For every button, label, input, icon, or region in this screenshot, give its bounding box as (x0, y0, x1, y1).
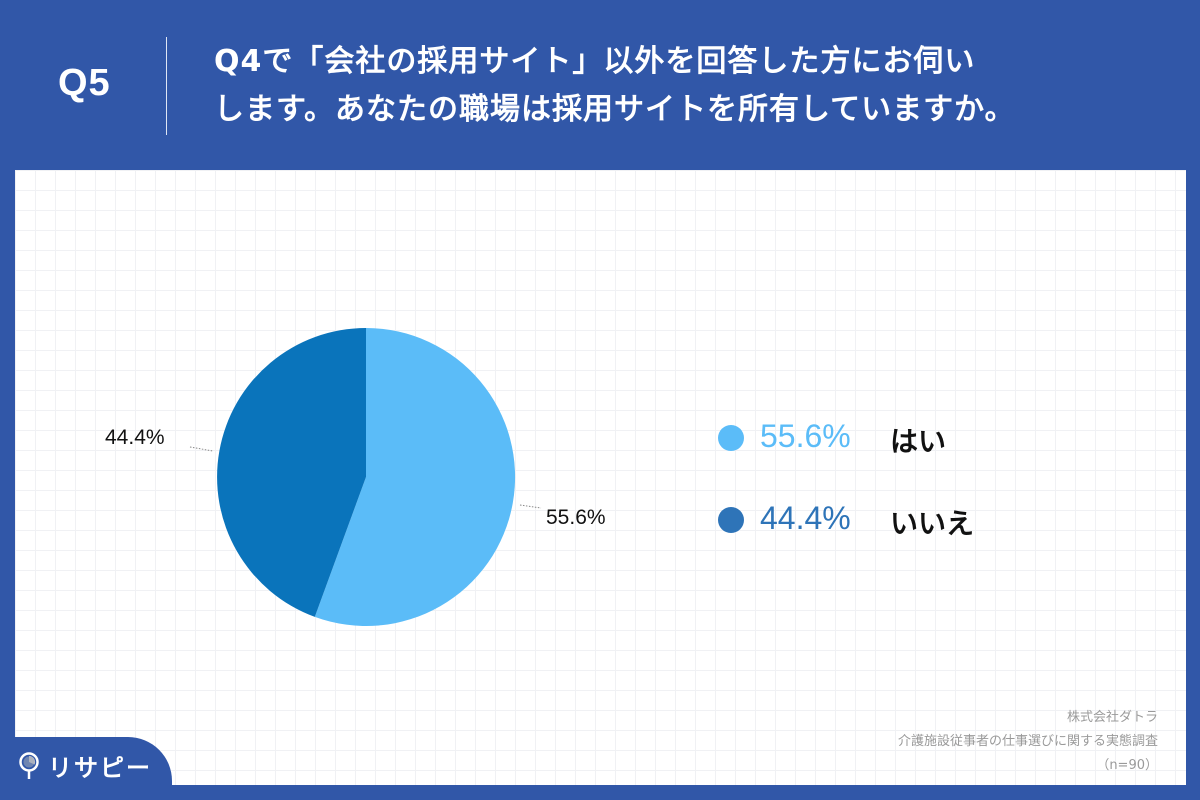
legend-pct-no: 44.4% (760, 500, 851, 536)
source-sample: （n=90） (1096, 758, 1158, 773)
legend: 55.6% はい 44.4% いいえ (718, 418, 974, 582)
legend-dot-yes-icon (718, 425, 744, 451)
pie-chart (217, 327, 516, 626)
header: Q5 Q4で「会社の採用サイト」以外を回答した方にお伺い します。あなたの職場は… (0, 0, 1200, 170)
question-text: Q4で「会社の採用サイト」以外を回答した方にお伺い します。あなたの職場は採用サ… (214, 38, 1174, 134)
question-number: Q5 (58, 62, 111, 104)
source-survey: 介護施設従事者の仕事選びに関する実態調査 (897, 734, 1158, 749)
chart-panel (15, 170, 1186, 785)
pie-label-no: 44.4% (105, 426, 165, 449)
brand-logo: リサピー (18, 748, 152, 783)
legend-item-no: 44.4% いいえ (718, 500, 974, 582)
legend-label-yes: はい (890, 425, 947, 458)
legend-item-yes: 55.6% はい (718, 418, 974, 500)
source-company: 株式会社ダトラ (1066, 710, 1158, 725)
header-divider (166, 37, 167, 135)
bottom-bar (0, 785, 1200, 800)
question-line-2: します。あなたの職場は採用サイトを所有していますか。 (214, 92, 1016, 127)
legend-pct-yes: 55.6% (760, 418, 851, 454)
brand-name: リサピー (48, 754, 152, 782)
question-line-1: Q4で「会社の採用サイト」以外を回答した方にお伺い (214, 44, 976, 79)
source-note: 株式会社ダトラ 介護施設従事者の仕事選びに関する実態調査 （n=90） (898, 706, 1158, 778)
pie-slice-no (217, 328, 366, 617)
pie-label-yes: 55.6% (546, 506, 606, 529)
magnifier-pin-icon (19, 751, 39, 779)
legend-label-no: いいえ (890, 507, 975, 540)
legend-dot-no-icon (718, 507, 744, 533)
pie-slice-yes (314, 327, 516, 626)
logo-tab (0, 737, 172, 800)
